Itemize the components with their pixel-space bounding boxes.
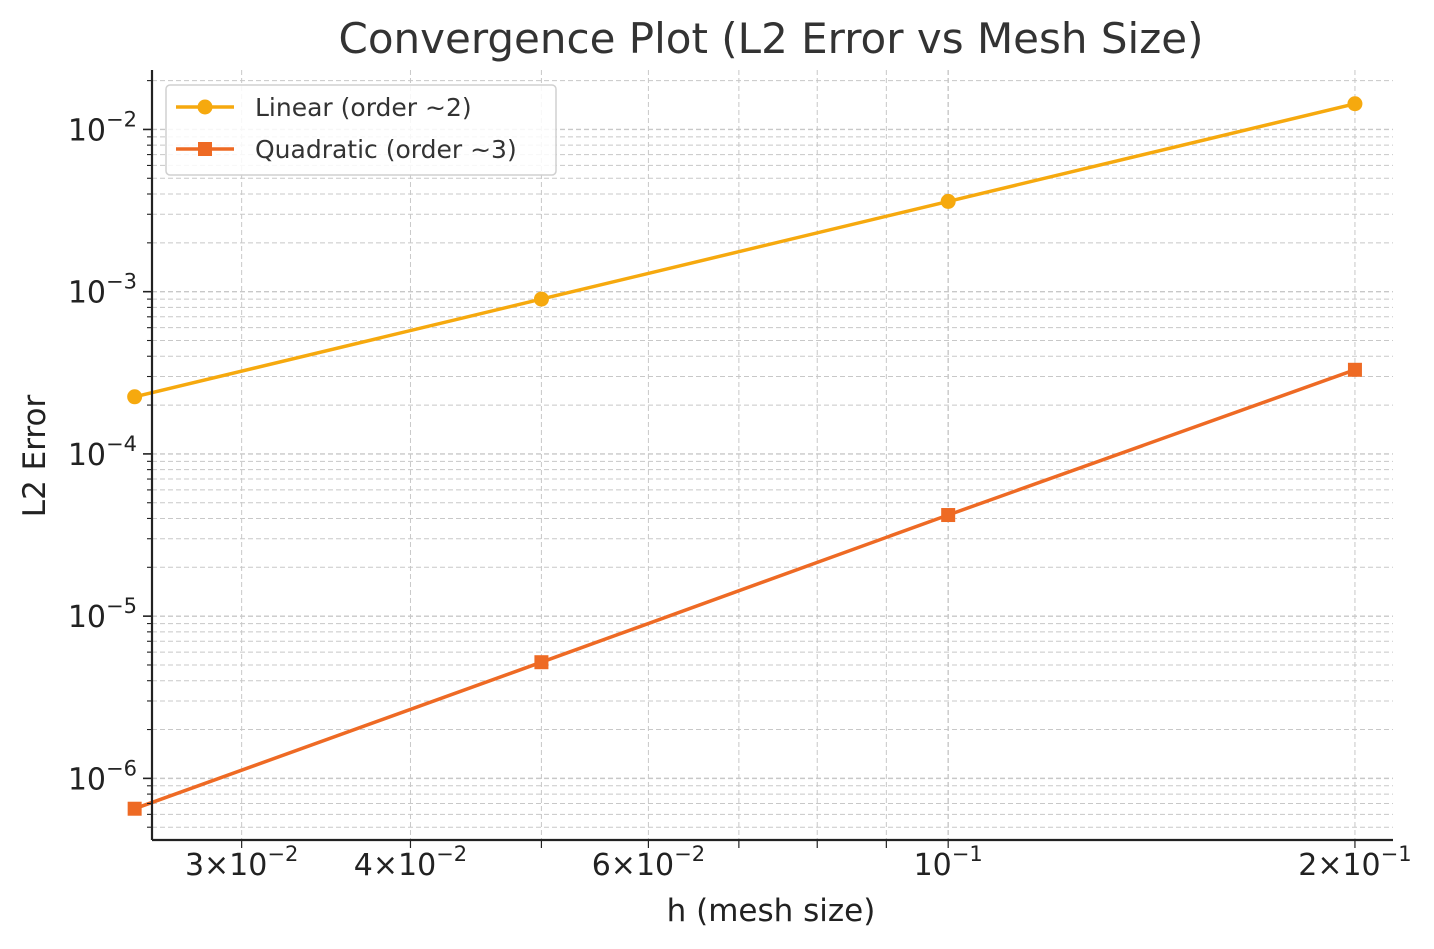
- chart-title: Convergence Plot (L2 Error vs Mesh Size): [339, 14, 1204, 63]
- data-point-square: [534, 655, 549, 670]
- legend-marker-circle: [197, 99, 213, 115]
- grid: [152, 70, 1393, 840]
- x-tick-label: 2×10−1: [1298, 842, 1411, 883]
- y-tick-label: 10−5: [68, 594, 137, 635]
- x-tick-label: 10−1: [914, 842, 983, 883]
- x-tick-label: 6×10−2: [592, 842, 705, 883]
- legend-label: Linear (order ~2): [255, 93, 472, 122]
- data-point-circle: [533, 291, 549, 307]
- legend-box: [165, 84, 557, 176]
- y-tick-label: 10−6: [68, 756, 137, 797]
- data-point-circle: [127, 389, 143, 405]
- y-ticks: 10−2 10−3 10−4 10−5 10−6: [68, 80, 152, 828]
- x-axis-label: h (mesh size): [667, 893, 876, 929]
- data-point-square: [1347, 362, 1362, 377]
- x-ticks: 3×10−2 4×10−2 6×10−2 10−1 2×10−1: [185, 840, 1412, 883]
- data-point-circle: [1347, 96, 1363, 112]
- x-tick-label: 3×10−2: [185, 842, 298, 883]
- legend-label: Quadratic (order ~3): [255, 135, 517, 164]
- y-tick-label: 10−3: [68, 270, 137, 311]
- data-point-square: [127, 801, 142, 816]
- legend: Linear (order ~2) Quadratic (order ~3): [165, 84, 557, 176]
- data-point-square: [941, 508, 956, 523]
- plot-area: [127, 96, 1363, 816]
- y-axis-label: L2 Error: [17, 395, 53, 518]
- y-tick-label: 10−2: [68, 107, 137, 148]
- legend-marker-square: [198, 142, 212, 156]
- y-tick-label: 10−4: [68, 432, 137, 473]
- x-tick-label: 4×10−2: [354, 842, 467, 883]
- series-line-2: [134, 368, 1356, 811]
- series-line-1: [134, 102, 1356, 399]
- data-point-circle: [940, 193, 956, 209]
